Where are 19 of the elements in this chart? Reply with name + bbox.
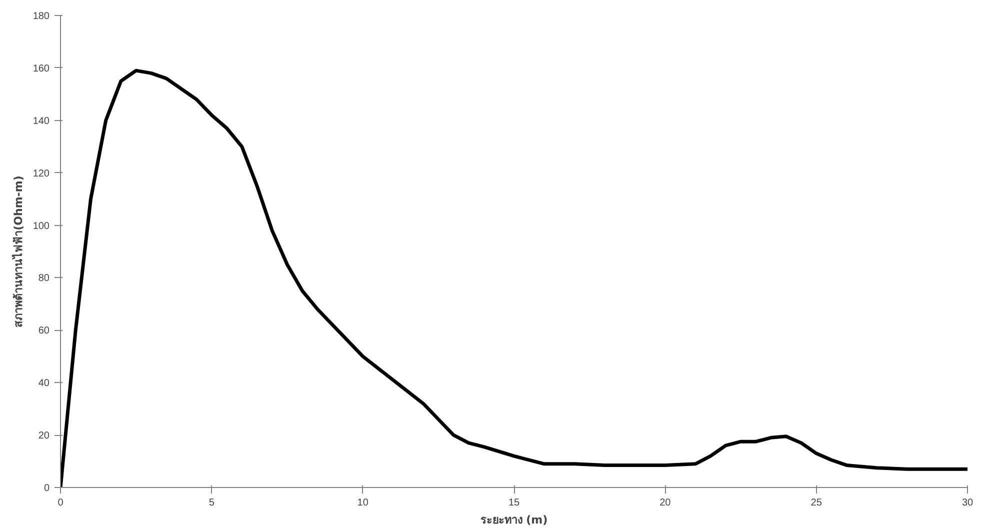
- y-tick-label: 80: [38, 273, 50, 284]
- y-tick-label: 140: [32, 116, 50, 127]
- y-tick-label: 60: [38, 326, 50, 337]
- x-axis-title: ระยะทาง (m): [480, 514, 548, 526]
- x-tick-label: 5: [208, 498, 215, 508]
- y-tick-label: 20: [38, 430, 50, 442]
- y-tick-label: 40: [38, 378, 50, 390]
- x-tick-label: 0: [58, 498, 64, 508]
- x-tick-label: 15: [508, 498, 520, 508]
- x-tick-label: 30: [962, 498, 974, 508]
- x-tick-label: 10: [357, 498, 369, 508]
- y-axis-title: สภาพต้านทานไฟฟ้า(Ohm-m): [10, 176, 25, 328]
- y-tick-label: 100: [32, 220, 50, 232]
- y-tick-label: 160: [32, 63, 50, 74]
- x-tick-label: 20: [660, 498, 672, 508]
- x-tick-label: 25: [810, 498, 822, 508]
- y-tick-label: 0: [44, 483, 50, 494]
- y-tick-label: 180: [32, 11, 50, 22]
- y-tick-label: 120: [32, 168, 50, 180]
